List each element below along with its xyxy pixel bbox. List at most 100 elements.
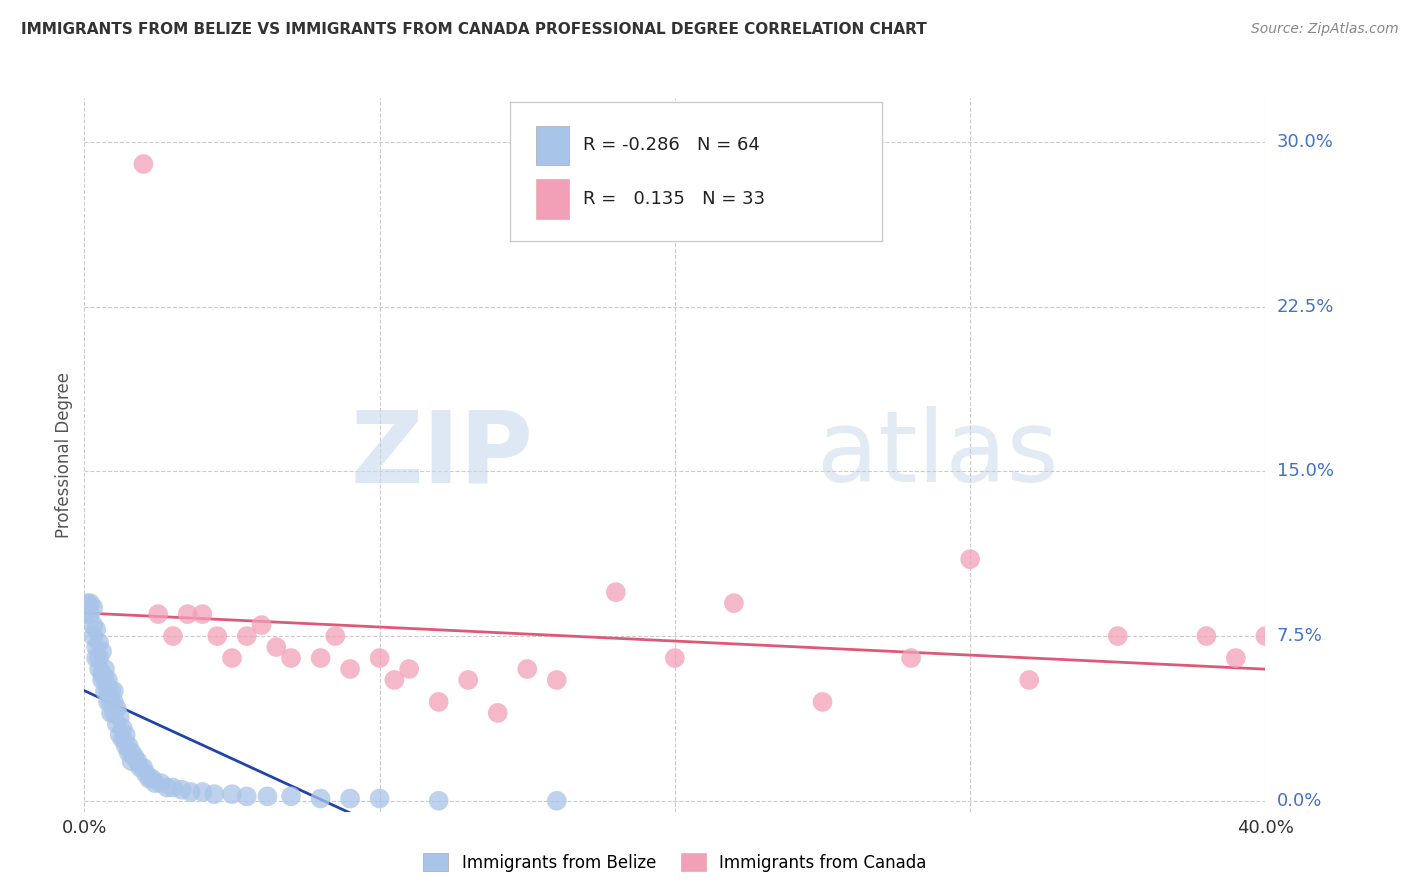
Point [162, 629, 184, 643]
Point [900, 651, 922, 665]
Point [162, 780, 184, 795]
Point [105, 701, 128, 715]
Point [118, 746, 141, 760]
Point [664, 651, 686, 665]
Point [82, 600, 104, 615]
Point [605, 585, 627, 599]
Point [121, 754, 143, 768]
Point [202, 787, 225, 801]
Point [811, 695, 834, 709]
Point [84, 651, 107, 665]
Bar [536, 179, 568, 219]
Point [129, 761, 152, 775]
Point [1018, 673, 1040, 687]
Point [156, 780, 179, 795]
Point [256, 789, 278, 804]
Point [91, 673, 114, 687]
Text: 30.0%: 30.0% [1277, 133, 1333, 151]
Point [105, 717, 128, 731]
Point [339, 791, 361, 805]
Point [103, 695, 125, 709]
Point [959, 552, 981, 566]
Point [150, 776, 173, 790]
Point [398, 662, 420, 676]
Point [427, 794, 450, 808]
Text: 22.5%: 22.5% [1277, 298, 1334, 316]
Point [280, 789, 302, 804]
Point [87, 662, 111, 676]
Text: IMMIGRANTS FROM BELIZE VS IMMIGRANTS FROM CANADA PROFESSIONAL DEGREE CORRELATION: IMMIGRANTS FROM BELIZE VS IMMIGRANTS FRO… [21, 22, 927, 37]
Point [309, 791, 332, 805]
Y-axis label: Professional Degree: Professional Degree [55, 372, 73, 538]
Point [235, 789, 259, 804]
Point [309, 651, 332, 665]
Point [103, 684, 125, 698]
Point [143, 776, 166, 790]
Point [546, 794, 568, 808]
Point [127, 754, 149, 768]
Point [118, 739, 141, 753]
Point [132, 761, 155, 775]
Point [205, 629, 228, 643]
Point [138, 772, 160, 786]
Point [79, 607, 101, 621]
Point [108, 710, 131, 724]
Point [1107, 629, 1129, 643]
Point [100, 695, 122, 709]
Point [94, 662, 117, 676]
Text: 15.0%: 15.0% [1277, 462, 1333, 481]
Text: ZIP: ZIP [350, 407, 533, 503]
Point [87, 651, 111, 665]
Point [368, 651, 391, 665]
Point [170, 782, 193, 797]
Text: R = -0.286   N = 64: R = -0.286 N = 64 [582, 136, 759, 154]
Point [221, 787, 243, 801]
Point [114, 739, 136, 753]
Point [82, 629, 104, 643]
Point [94, 673, 117, 687]
Point [427, 695, 450, 709]
Point [114, 728, 136, 742]
Point [546, 673, 568, 687]
Point [382, 673, 406, 687]
Bar [536, 126, 568, 165]
Point [97, 695, 120, 709]
Point [516, 662, 538, 676]
Point [94, 684, 117, 698]
Point [97, 684, 120, 698]
Point [250, 618, 273, 632]
Point [108, 728, 131, 742]
Text: atlas: atlas [817, 407, 1059, 503]
Point [79, 596, 101, 610]
Point [135, 767, 157, 781]
Point [82, 618, 104, 632]
Point [73, 607, 96, 621]
Point [111, 732, 134, 747]
Point [1225, 651, 1247, 665]
Point [221, 651, 243, 665]
Text: Source: ZipAtlas.com: Source: ZipAtlas.com [1251, 22, 1399, 37]
Point [486, 706, 509, 720]
Point [191, 607, 214, 621]
Text: 7.5%: 7.5% [1277, 627, 1323, 645]
Point [103, 706, 125, 720]
Point [723, 596, 745, 610]
Point [180, 785, 202, 799]
Point [87, 635, 111, 649]
Point [264, 640, 288, 654]
Point [177, 607, 200, 621]
Legend: Immigrants from Belize, Immigrants from Canada: Immigrants from Belize, Immigrants from … [416, 847, 934, 879]
Point [323, 629, 347, 643]
Point [457, 673, 479, 687]
Point [141, 772, 163, 786]
Point [1195, 629, 1218, 643]
Point [132, 157, 155, 171]
Point [91, 666, 114, 681]
Point [84, 640, 107, 654]
Point [111, 721, 134, 735]
Point [1254, 629, 1277, 643]
Text: 0.0%: 0.0% [1277, 792, 1322, 810]
Point [368, 791, 391, 805]
Point [121, 746, 143, 760]
FancyBboxPatch shape [509, 102, 882, 241]
